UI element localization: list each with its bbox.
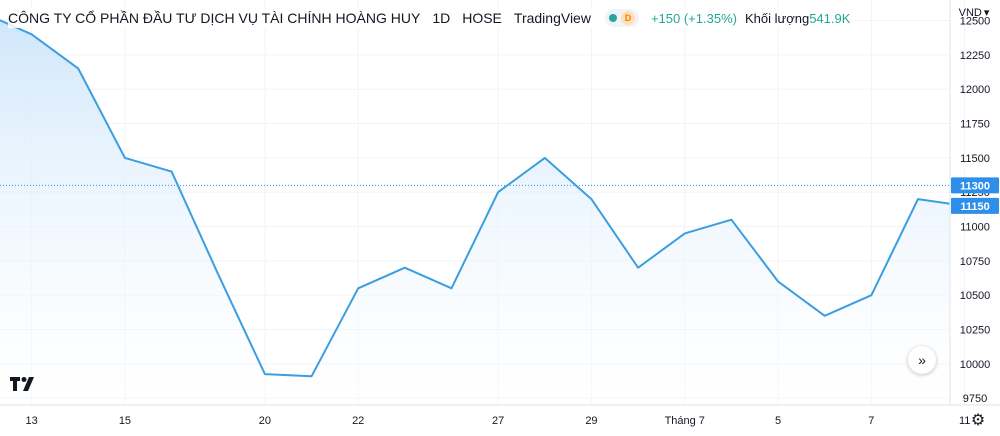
chart-legend: CÔNG TY CỔ PHẦN ĐẦU TƯ DỊCH VỤ TÀI CHÍNH… <box>8 8 851 28</box>
double-chevron-right-icon: » <box>918 352 926 368</box>
y-tick-label: 12250 <box>960 50 991 62</box>
y-tick-label: 10250 <box>960 324 991 336</box>
scroll-to-realtime-button[interactable]: » <box>908 346 936 374</box>
y-tick-label: 10000 <box>960 359 991 371</box>
y-tick-label: 11500 <box>960 153 990 165</box>
delayed-data-badge: D <box>620 11 635 25</box>
x-axis[interactable]: 13 15 20 22 27 29 Tháng 7 5 7 11 <box>26 415 971 427</box>
x-tick-label: 22 <box>352 415 364 427</box>
price-line <box>0 19 950 378</box>
y-tick-label: 10500 <box>960 290 991 302</box>
chevron-down-icon: ▾ <box>983 7 990 19</box>
settings-button[interactable]: ⚙ <box>968 410 988 430</box>
y-tick-label: 12500 <box>960 16 991 28</box>
y-tick-label: 9750 <box>963 393 987 405</box>
y-tick-label: 12000 <box>960 84 991 96</box>
currency-label: VND <box>958 6 982 19</box>
x-tick-label: 7 <box>868 415 874 427</box>
x-tick-label: 27 <box>492 415 504 427</box>
reference-price-tag: 11300 <box>960 180 990 192</box>
market-open-dot-icon <box>608 14 617 22</box>
exchange-label: HOSE <box>462 10 502 26</box>
market-status[interactable]: D <box>604 9 639 27</box>
tradingview-logo-icon[interactable] <box>10 374 38 394</box>
volume-label: Khối lượng <box>744 10 810 26</box>
y-tick-label: 11000 <box>960 222 990 234</box>
x-tick-label: 11 <box>959 415 970 427</box>
x-tick-label: 5 <box>775 415 781 427</box>
x-tick-label: 20 <box>259 415 271 427</box>
x-tick-label: 13 <box>26 415 38 427</box>
y-axis[interactable]: 9750100001025010500107501100011250115001… <box>960 16 991 406</box>
provider-label: TradingView <box>513 10 591 26</box>
x-tick-label: Tháng 7 <box>665 415 705 427</box>
x-tick-label: 29 <box>585 415 597 427</box>
company-name[interactable]: CÔNG TY CỔ PHẦN ĐẦU TƯ DỊCH VỤ TÀI CHÍNH… <box>8 10 421 26</box>
last-price-tag: 11150 <box>960 201 989 213</box>
reference-price-tag-bg <box>951 177 999 194</box>
interval-label[interactable]: 1D <box>432 10 451 26</box>
gear-icon: ⚙ <box>970 412 986 429</box>
x-tick-label: 15 <box>119 415 131 427</box>
y-tick-label: 11750 <box>960 119 990 131</box>
price-change: +150 (+1.35%) <box>650 10 737 26</box>
volume-value: 541.9K <box>809 10 851 26</box>
y-tick-label: 10750 <box>960 256 991 268</box>
currency-selector[interactable]: VND ▾ <box>948 6 1000 20</box>
last-price-tag-bg <box>951 197 999 214</box>
price-area-fill <box>0 20 950 405</box>
